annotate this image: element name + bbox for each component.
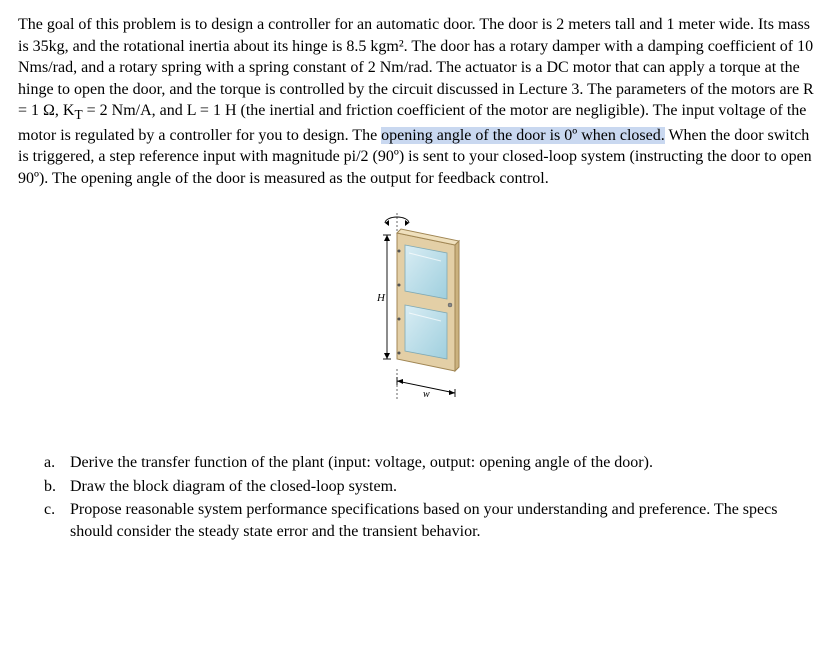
question-list: a. Derive the transfer function of the p… [18,452,815,542]
question-marker: c. [44,499,70,542]
question-text: Derive the transfer function of the plan… [70,452,815,474]
problem-statement: The goal of this problem is to design a … [18,14,815,189]
question-item-c: c. Propose reasonable system performance… [44,499,815,542]
label-h: H [376,292,386,304]
question-text: Draw the block diagram of the closed-loo… [70,476,815,498]
question-marker: a. [44,452,70,474]
door-figure: H w [337,213,497,410]
label-w: w [423,389,430,400]
door-figure-container: H w [18,213,815,410]
problem-highlight: opening angle of the door is 0º when clo… [381,127,665,144]
question-item-a: a. Derive the transfer function of the p… [44,452,815,474]
question-item-b: b. Draw the block diagram of the closed-… [44,476,815,498]
question-text: Propose reasonable system performance sp… [70,499,815,542]
question-marker: b. [44,476,70,498]
kt-subscript: T [74,108,82,123]
door-svg: H w [337,213,497,403]
